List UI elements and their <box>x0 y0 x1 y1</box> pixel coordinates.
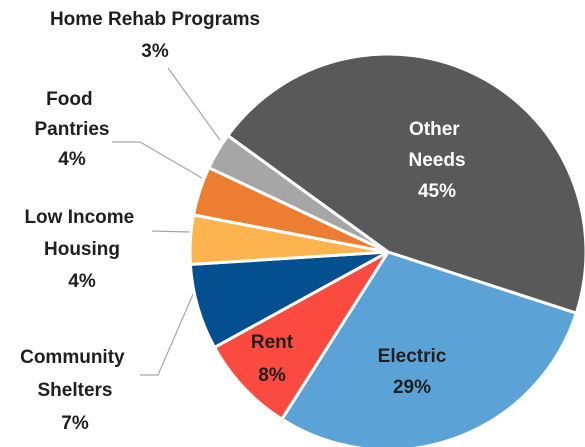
slice-label: Rent <box>251 332 294 353</box>
value-label: 4% <box>58 149 86 170</box>
pie-slice <box>206 133 389 254</box>
leader-lines <box>112 67 221 376</box>
value-label: 29% <box>393 377 431 398</box>
value-label: 4% <box>68 271 96 292</box>
label-line: Pantries <box>35 119 110 140</box>
label-line: Shelters <box>38 380 113 401</box>
leader-line <box>112 141 203 179</box>
slice-label: Food Pantries <box>35 89 110 140</box>
slice-label: Electric <box>378 346 447 367</box>
label-line: Needs <box>408 150 465 171</box>
pie-slice <box>225 52 585 316</box>
label-line: Electric <box>378 346 447 367</box>
slice-label: Community Shelters <box>20 347 130 401</box>
label-line: Other <box>409 119 465 140</box>
value-label: 45% <box>418 181 456 202</box>
leader-line <box>140 291 195 376</box>
value-label: 8% <box>258 365 286 386</box>
pie-slice <box>279 250 579 447</box>
leader-line <box>167 67 221 141</box>
label-line: Housing <box>44 239 120 260</box>
value-label: 3% <box>141 41 169 62</box>
label-line: Food <box>46 89 98 110</box>
label-line: Home Rehab Programs <box>50 9 260 30</box>
leader-line <box>151 230 191 233</box>
pie-slice <box>212 250 390 422</box>
value-label: 7% <box>61 413 89 434</box>
slice-label: Low Income Housing <box>24 207 139 260</box>
label-line: Community <box>20 347 130 368</box>
label-line: Rent <box>251 332 294 353</box>
pie <box>188 52 585 447</box>
slice-label: Home Rehab Programs <box>50 9 260 30</box>
slice-label: Other Needs <box>408 119 465 171</box>
label-line: Low Income <box>24 207 139 228</box>
